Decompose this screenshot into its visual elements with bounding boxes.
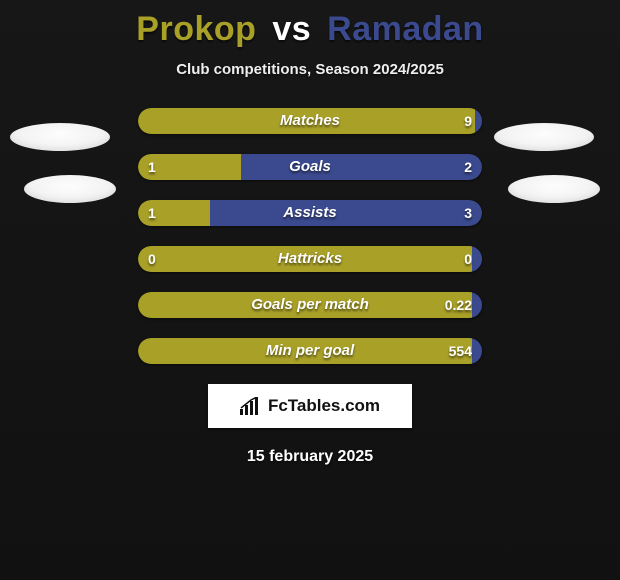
stat-bar-right bbox=[475, 108, 482, 134]
date-label: 15 february 2025 bbox=[0, 448, 620, 466]
player-photo-placeholder bbox=[10, 123, 110, 151]
title-player2: Ramadan bbox=[327, 10, 484, 48]
player-photo-placeholder bbox=[508, 175, 600, 203]
stat-bar-left bbox=[138, 200, 210, 226]
stat-bar-right bbox=[472, 246, 482, 272]
stat-bar-right bbox=[472, 338, 482, 364]
brand-badge: FcTables.com bbox=[208, 384, 412, 428]
title-player1: Prokop bbox=[136, 10, 256, 48]
subtitle: Club competitions, Season 2024/2025 bbox=[0, 61, 620, 78]
stat-bar-left bbox=[138, 108, 475, 134]
stat-rows: Matches9 Goals12 Assists13 Hattricks00 Goals… bbox=[138, 108, 482, 364]
stat-bar-left bbox=[138, 338, 472, 364]
stat-bar-left bbox=[138, 292, 472, 318]
stat-row: Matches9 bbox=[138, 108, 482, 134]
stat-bar-left bbox=[138, 154, 241, 180]
title-vs: vs bbox=[272, 10, 311, 48]
stat-bar-right bbox=[210, 200, 482, 226]
comparison-card: Prokop vs Ramadan Club competitions, Sea… bbox=[0, 0, 620, 580]
stat-row: Goals per match0.22 bbox=[138, 292, 482, 318]
stat-row: Goals12 bbox=[138, 154, 482, 180]
page-title: Prokop vs Ramadan bbox=[0, 10, 620, 49]
player-photo-placeholder bbox=[24, 175, 116, 203]
stat-bar-left bbox=[138, 246, 472, 272]
brand-text: FcTables.com bbox=[268, 396, 380, 416]
stat-row: Hattricks00 bbox=[138, 246, 482, 272]
stat-row: Min per goal554 bbox=[138, 338, 482, 364]
stat-bar-right bbox=[472, 292, 482, 318]
brand-icon bbox=[240, 397, 262, 415]
stat-row: Assists13 bbox=[138, 200, 482, 226]
player-photo-placeholder bbox=[494, 123, 594, 151]
stat-bar-right bbox=[241, 154, 482, 180]
